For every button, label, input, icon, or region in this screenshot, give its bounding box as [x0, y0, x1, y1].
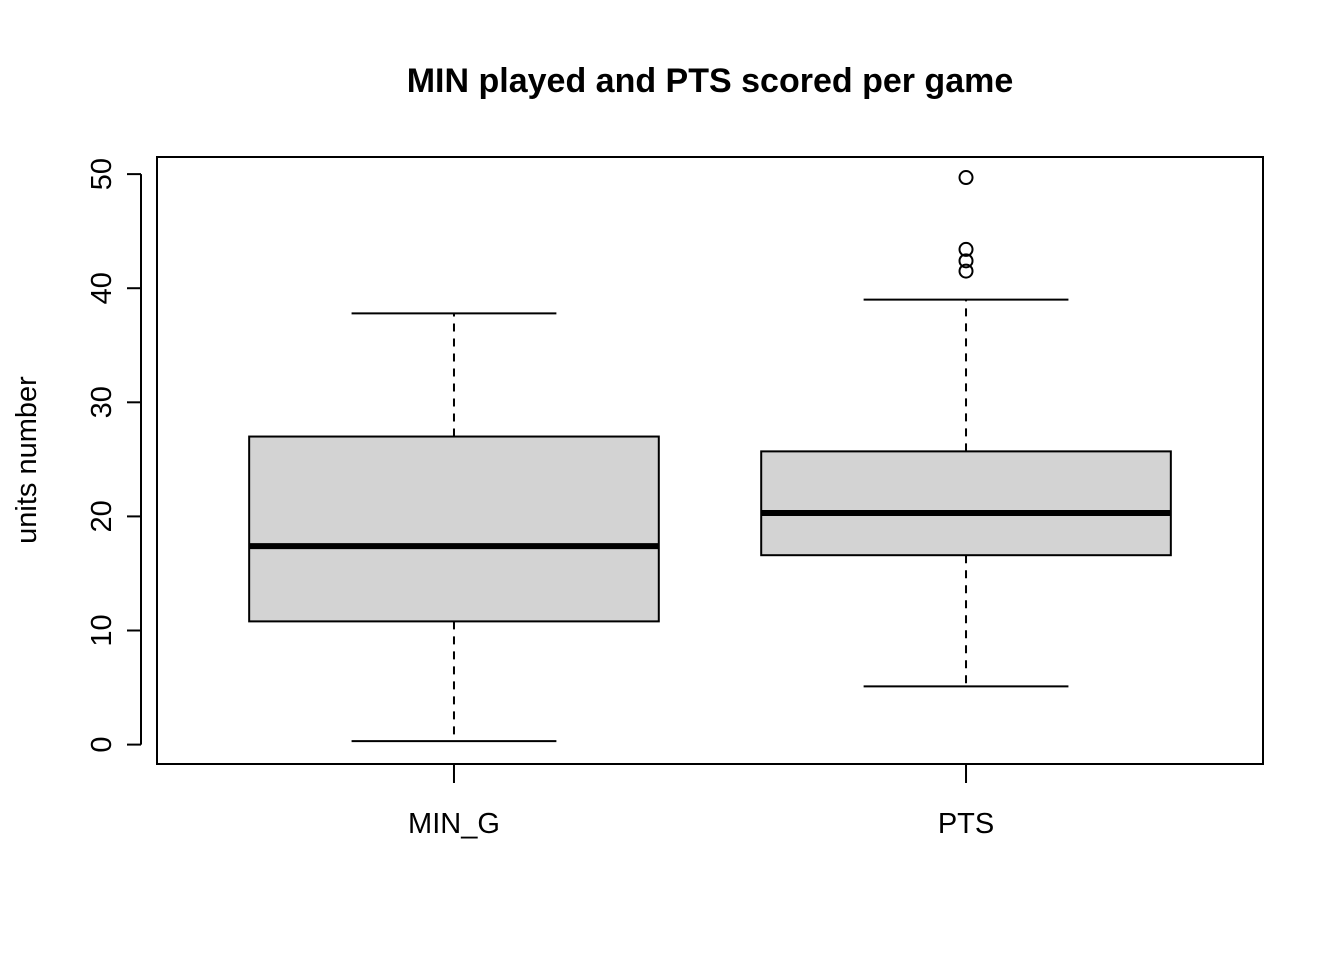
box-PTS	[760, 170, 1172, 688]
y-tick-label: 40	[86, 272, 118, 304]
outlier-point	[958, 170, 974, 186]
y-tick-label: 50	[86, 158, 118, 190]
y-tick-label: 10	[86, 614, 118, 646]
y-tick-label: 30	[86, 386, 118, 418]
y-axis-label: units number	[11, 376, 43, 544]
chart-title: MIN played and PTS scored per game	[407, 62, 1014, 100]
plot-frame	[156, 156, 1264, 765]
outlier-point	[958, 263, 974, 279]
outlier-point	[958, 241, 974, 257]
x-axis: MIN_G PTS	[408, 764, 994, 840]
box-iqr	[248, 435, 660, 623]
outlier-point	[958, 253, 974, 269]
x-tick-label: PTS	[938, 808, 994, 840]
y-tick-label: 0	[86, 737, 118, 753]
box-iqr	[760, 450, 1172, 557]
boxes	[248, 170, 1172, 743]
x-tick-label: MIN_G	[408, 808, 500, 840]
y-axis: 0 10 20 30 40 50	[86, 158, 142, 753]
y-tick-label: 20	[86, 500, 118, 532]
box-MIN_G	[248, 312, 660, 743]
